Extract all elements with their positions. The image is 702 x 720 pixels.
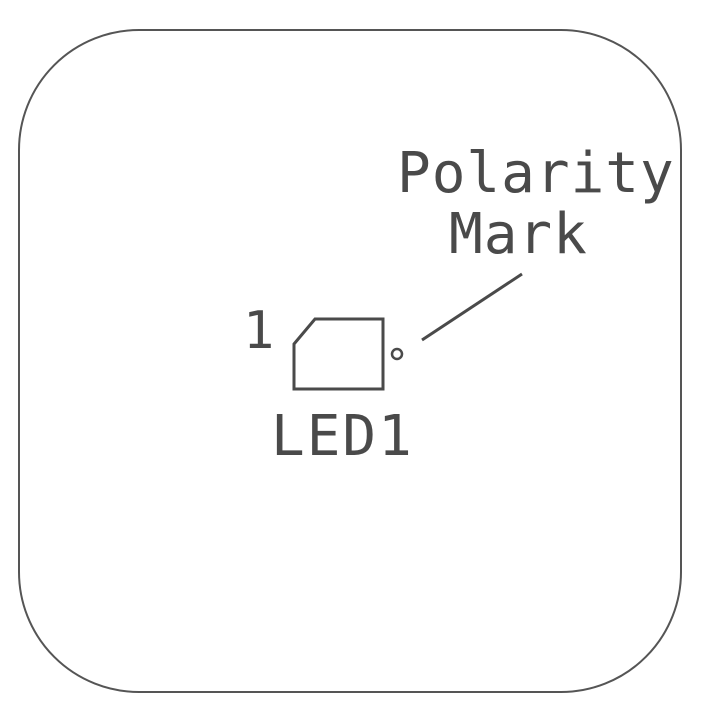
reference-designator-label: LED1 [271,404,414,469]
annotation-mark-text: Mark [449,202,588,267]
board-outline [18,29,682,693]
pin-1-label: 1 [243,301,274,361]
led-footprint-outline [292,317,385,391]
polarity-leader-line [421,272,523,342]
annotation-polarity-text: Polarity [397,141,675,206]
polarity-dot [390,347,404,361]
